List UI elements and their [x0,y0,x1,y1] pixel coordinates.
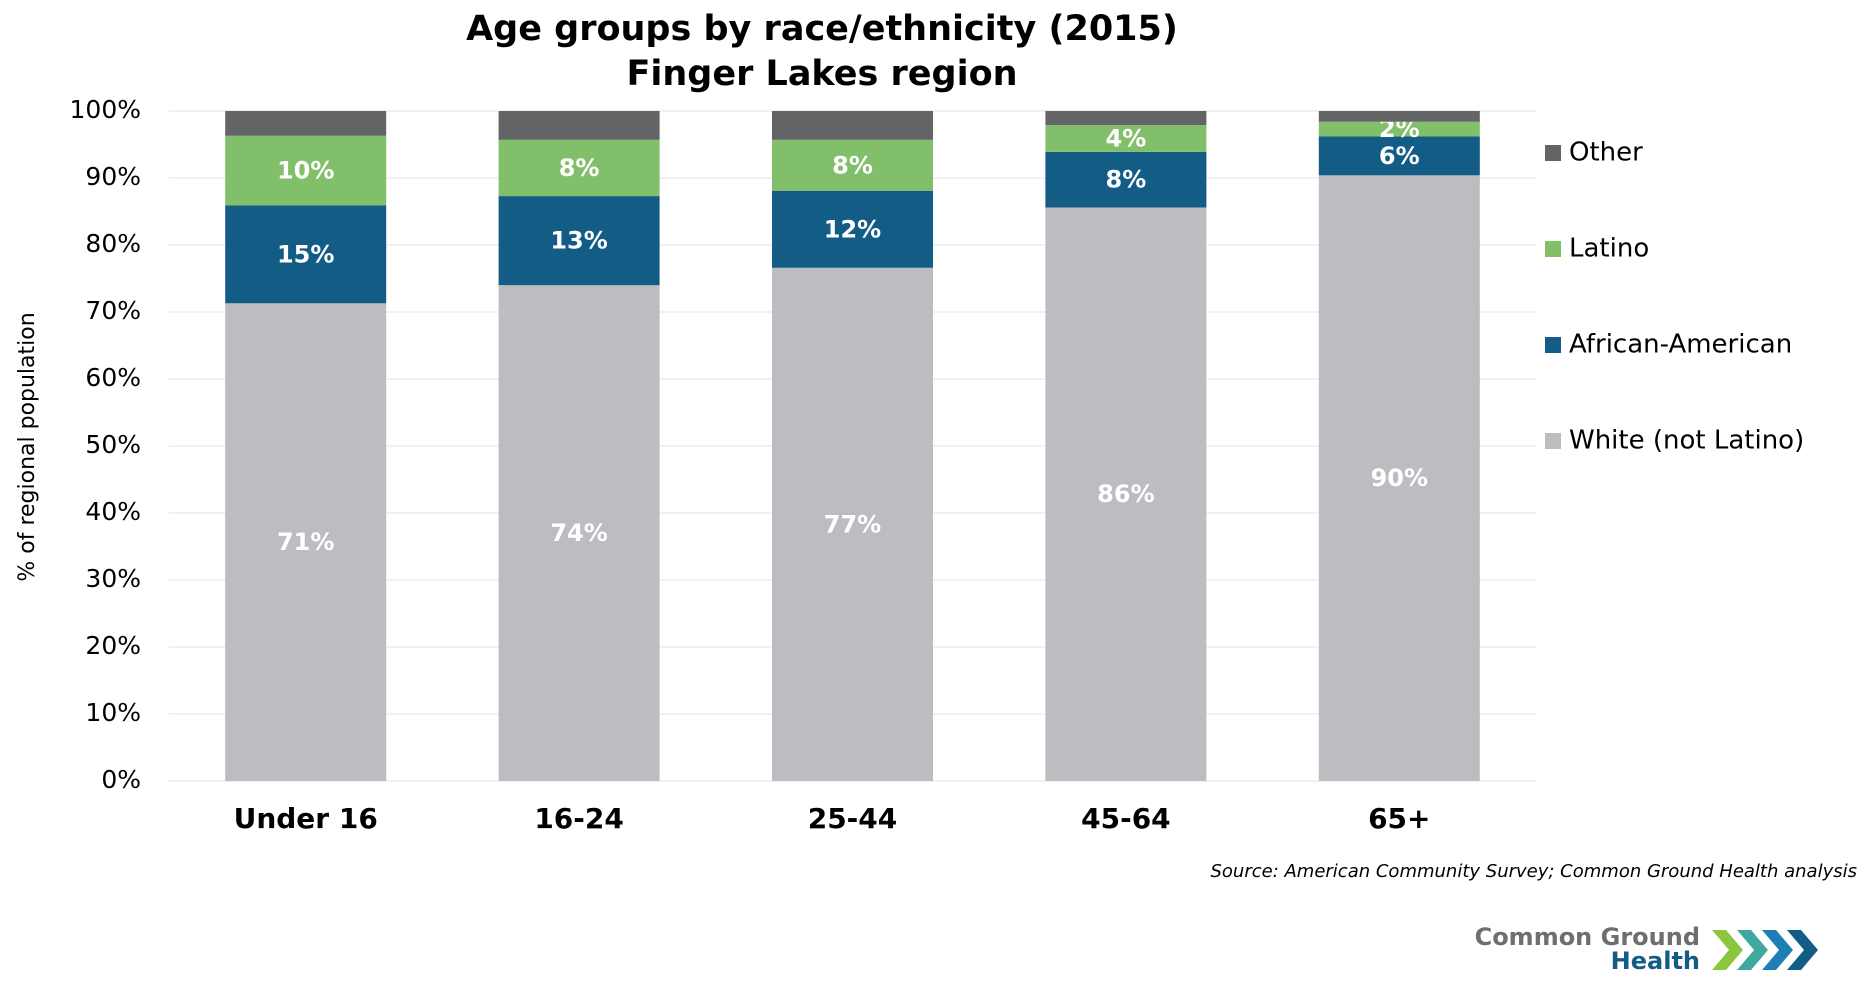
data-label: 13% [550,227,607,255]
logo-chevron [1737,930,1768,970]
legend-swatch [1545,145,1561,161]
bar-segment [772,190,933,268]
data-label: 8% [559,154,600,182]
logo-text: Health [1611,947,1700,975]
x-tick-label: 65+ [1368,802,1430,835]
data-label: 15% [277,240,334,268]
y-tick-label: 80% [85,229,141,258]
logo-chevron [1787,930,1818,970]
y-tick-label: 10% [85,698,141,727]
y-tick-label: 20% [85,631,141,660]
data-label: 77% [824,510,881,538]
y-tick-label: 70% [85,296,141,325]
bar-segment [772,139,933,191]
legend-label: African-American [1569,330,1792,360]
data-label: 90% [1371,464,1428,492]
y-tick-label: 0% [101,765,141,794]
bar-segment [772,111,933,140]
data-label: 12% [824,215,881,243]
bar-segment [1045,125,1207,152]
y-tick-label: 30% [85,564,141,593]
bar-segment [498,111,660,140]
bar-segment [772,267,933,781]
data-label: 8% [832,151,873,179]
data-label: 86% [1097,480,1154,508]
y-tick-label: 50% [85,430,141,459]
data-label: 8% [1106,166,1147,194]
logo-chevron [1762,930,1793,970]
logo-text: Common Ground [1475,923,1700,951]
y-tick-label: 40% [85,497,141,526]
y-tick-label: 90% [85,162,141,191]
x-tick-label: 25-44 [808,802,898,835]
x-tick-label: 45-64 [1081,802,1171,835]
legend-label: Other [1569,138,1643,168]
legend-swatch [1545,337,1561,353]
bar-segment [498,196,660,286]
legend-swatch [1545,433,1561,449]
y-tick-label: 100% [70,95,141,124]
data-label: 74% [550,519,607,547]
data-label: 10% [277,157,334,185]
logo-chevron [1712,930,1743,970]
bar-segment [1045,151,1207,208]
bar-segment [1318,111,1480,122]
bar-segment [225,205,387,304]
data-label: 6% [1379,142,1420,170]
chart-subtitle: Finger Lakes region [626,54,1017,94]
x-tick-label: 16-24 [534,802,624,835]
x-tick-label: Under 16 [234,802,378,835]
chart-title: Age groups by race/ethnicity (2015) [466,9,1178,49]
bar-segment [498,285,660,781]
bar-segment [1045,207,1207,782]
bar-segment [225,135,387,206]
data-label: 71% [277,528,334,556]
bar-segment [225,111,387,136]
y-axis-label: % of regional population [15,312,40,581]
data-label: 4% [1106,124,1147,152]
bar-segment [498,139,660,197]
y-tick-label: 60% [85,363,141,392]
legend-label: Latino [1569,234,1649,264]
legend-swatch [1545,241,1561,257]
bar-segment [1318,121,1480,137]
bar-segment [1318,136,1480,176]
source-note: Source: American Community Survey; Commo… [1210,861,1857,882]
logo: Common Ground Health [1475,923,1818,975]
bar-segment [225,303,387,781]
bar-segment [1318,175,1480,781]
bar-segment [1045,111,1207,126]
legend-label: White (not Latino) [1569,426,1804,456]
